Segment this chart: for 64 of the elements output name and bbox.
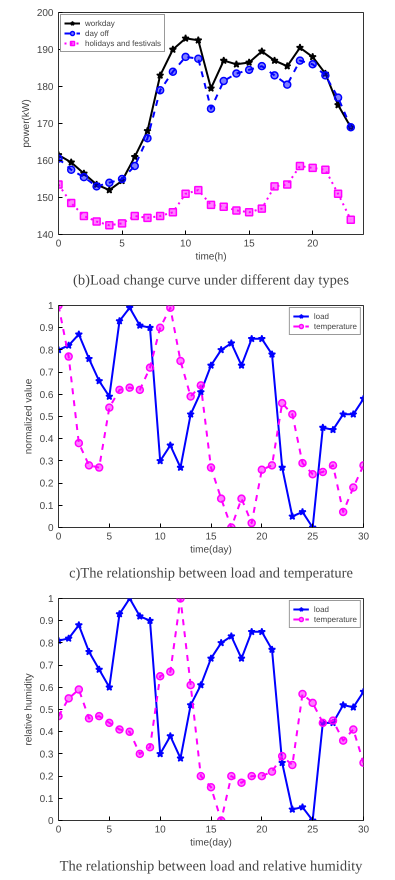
legend-label: holidays and festivals (85, 38, 162, 48)
y-tick-label: 0.6 (40, 682, 54, 694)
x-tick-label: 20 (256, 532, 268, 542)
x-tick-label: 5 (106, 532, 113, 542)
x-tick-label: 10 (180, 238, 192, 250)
y-tick-label: 0.4 (40, 434, 54, 446)
x-axis-title: time(day) (190, 544, 232, 556)
y-tick-label: 0.6 (40, 390, 54, 401)
text: The relationship between load and relative humidity (60, 858, 364, 874)
legend-label: load (314, 311, 330, 321)
y-tick-label: 0.9 (40, 616, 54, 628)
y-tick-label: 0.5 (40, 412, 54, 423)
y-tick-label: 190 (36, 45, 54, 56)
legend-label: temperature (314, 321, 357, 331)
y-tick-label: 140 (36, 230, 54, 241)
y-tick-label: 0.8 (40, 638, 54, 650)
x-tick-label: 25 (307, 824, 319, 836)
y-tick-label: 1 (48, 594, 54, 605)
y-tick-label: 0 (48, 523, 54, 534)
y-tick-label: 0.2 (40, 478, 54, 490)
x-tick-label: 5 (106, 824, 113, 836)
x-tick-label: 0 (56, 532, 62, 542)
x-tick-label: 5 (119, 238, 126, 250)
y-tick-label: 160 (36, 156, 54, 167)
x-tick-label: 20 (307, 238, 319, 250)
y-tick-label: 200 (36, 8, 54, 19)
y-tick-label: 0.9 (40, 323, 54, 334)
y-tick-label: 0.4 (40, 727, 54, 738)
y-axis-title: power(kW) (20, 99, 32, 148)
y-tick-label: 0.1 (40, 500, 54, 512)
y-tick-label: 1 (48, 301, 54, 312)
y-tick-label: 0.5 (40, 705, 54, 716)
y-tick-label: 150 (36, 193, 54, 204)
y-tick-label: 170 (36, 119, 54, 130)
x-tick-label: 30 (358, 532, 370, 542)
x-tick-label: 30 (358, 824, 370, 836)
y-axis-title: normalized value (24, 378, 35, 454)
legend-label: workday (85, 18, 115, 28)
x-axis-title: time(h) (195, 252, 227, 262)
y-tick-label: 0.2 (40, 772, 54, 783)
x-tick-label: 0 (56, 824, 62, 836)
x-tick-label: 15 (205, 824, 217, 836)
x-tick-label: 15 (244, 238, 256, 250)
y-tick-label: 0 (48, 816, 54, 827)
y-tick-label: 0.3 (40, 749, 54, 760)
y-tick-label: 0.8 (40, 345, 54, 356)
legend-label: temperature (314, 614, 357, 624)
x-tick-label: 15 (205, 532, 217, 542)
y-tick-label: 180 (36, 82, 54, 93)
y-tick-label: 0.1 (40, 794, 54, 805)
y-tick-label: 0.3 (40, 456, 54, 468)
x-tick-label: 20 (256, 824, 268, 836)
x-tick-label: 10 (154, 824, 166, 836)
y-tick-label: 0.7 (40, 660, 54, 672)
legend-label: day off (85, 28, 109, 38)
x-tick-label: 10 (154, 532, 166, 542)
x-tick-label: 25 (307, 532, 319, 542)
legend-label: load (314, 604, 330, 614)
text: c)The relationship between load and temperature (69, 566, 353, 582)
x-axis-title: time(day) (190, 838, 232, 848)
x-tick-label: 0 (56, 238, 62, 250)
text: (b)Load change curve under different day types (73, 272, 350, 288)
y-axis-title: relative humidity (24, 673, 35, 746)
y-tick-label: 0.7 (40, 368, 54, 379)
